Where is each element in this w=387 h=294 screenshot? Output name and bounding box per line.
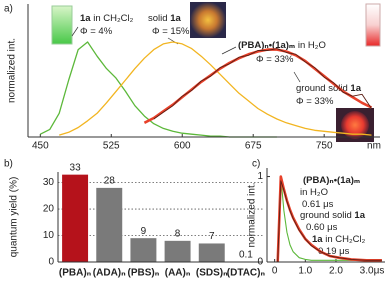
x-tick-label: (DTAC)ₙ xyxy=(227,268,266,279)
x-tick-label: 1.0 xyxy=(298,266,312,277)
series-line xyxy=(277,180,382,263)
x-tick-label: (SDS)ₙ xyxy=(196,268,228,279)
annotation: Φ = 33% xyxy=(296,96,334,107)
bar xyxy=(96,187,123,262)
x-axis-label: μs xyxy=(374,266,385,277)
value-label: 0.1 xyxy=(239,249,253,260)
bar xyxy=(62,174,89,262)
solid-photo xyxy=(190,2,226,38)
bar xyxy=(130,238,157,262)
y-tick-label: 20 xyxy=(43,204,55,215)
x-tick-label: (PBS)ₙ xyxy=(128,268,160,279)
annotation: (PBA)ₙ•(1a)ₘ in H₂O xyxy=(238,40,326,51)
cuvette-photo xyxy=(365,3,381,47)
x-tick-label: 525 xyxy=(103,141,120,152)
annotation: Φ = 15% xyxy=(152,26,190,37)
value-label: 33 xyxy=(70,162,82,173)
value-label: 7 xyxy=(209,231,215,242)
y-tick-label: 1 xyxy=(257,171,263,182)
x-tick-label: 600 xyxy=(174,141,191,152)
x-tick-label: (ADA)ₙ xyxy=(93,268,126,279)
y-axis-label: normalized int. xyxy=(7,38,18,103)
value-label: 8 xyxy=(175,228,181,239)
annotation: solid 1a xyxy=(148,13,181,24)
x-tick-label: 675 xyxy=(245,141,262,152)
annotation: in H₂O xyxy=(300,187,328,198)
y-tick-label: 10 xyxy=(43,230,55,241)
annotation: ground solid 1a xyxy=(296,83,362,94)
y-tick-label: 0 xyxy=(48,257,54,268)
x-tick-label: 0 xyxy=(272,266,278,277)
x-tick-label: 750 xyxy=(316,141,333,152)
x-tick-label: 3.0 xyxy=(360,266,374,277)
annotation: 0.60 μs xyxy=(306,222,338,233)
annotation: Φ = 4% xyxy=(80,26,113,37)
panel-label: b) xyxy=(4,159,13,170)
bar xyxy=(164,240,191,262)
annotation: Φ = 33% xyxy=(256,54,294,65)
series-line xyxy=(143,48,373,124)
series-line xyxy=(153,48,372,120)
ground-photo-disc xyxy=(341,111,369,139)
bar xyxy=(198,243,225,262)
leader-line xyxy=(71,26,79,37)
annotation: ground solid 1a xyxy=(300,210,366,221)
x-tick-label: 450 xyxy=(32,141,49,152)
x-axis-label: nm xyxy=(367,141,381,152)
annotation: (PBA)ₙ•(1a)ₘ xyxy=(303,175,360,186)
value-label: 9 xyxy=(141,226,147,237)
y-axis-label: quantum yield (%) xyxy=(9,177,20,258)
y-tick-label: 0 xyxy=(257,257,263,268)
x-tick-label: 2.0 xyxy=(329,266,343,277)
annotation: 1a in CH₂Cl₂ xyxy=(312,234,366,245)
annotation: 0.61 μs xyxy=(302,199,334,210)
leader-line xyxy=(293,71,301,83)
panel-label: a) xyxy=(4,4,13,15)
leader-line xyxy=(221,46,237,55)
y-tick-label: 30 xyxy=(43,177,55,188)
annotation: 1a in CH₂Cl₂ xyxy=(80,13,134,24)
x-tick-label: (PBA)ₙ xyxy=(59,268,92,279)
x-tick-label: (AA)ₙ xyxy=(165,268,191,279)
series-line xyxy=(59,41,372,136)
y-axis-label: normalized int. xyxy=(247,182,258,247)
value-label: 28 xyxy=(104,176,116,187)
panel-label: c) xyxy=(252,159,260,170)
cuvette-photo xyxy=(51,5,73,45)
annotation: 0.19 μs xyxy=(318,246,350,257)
series-line xyxy=(277,175,382,263)
